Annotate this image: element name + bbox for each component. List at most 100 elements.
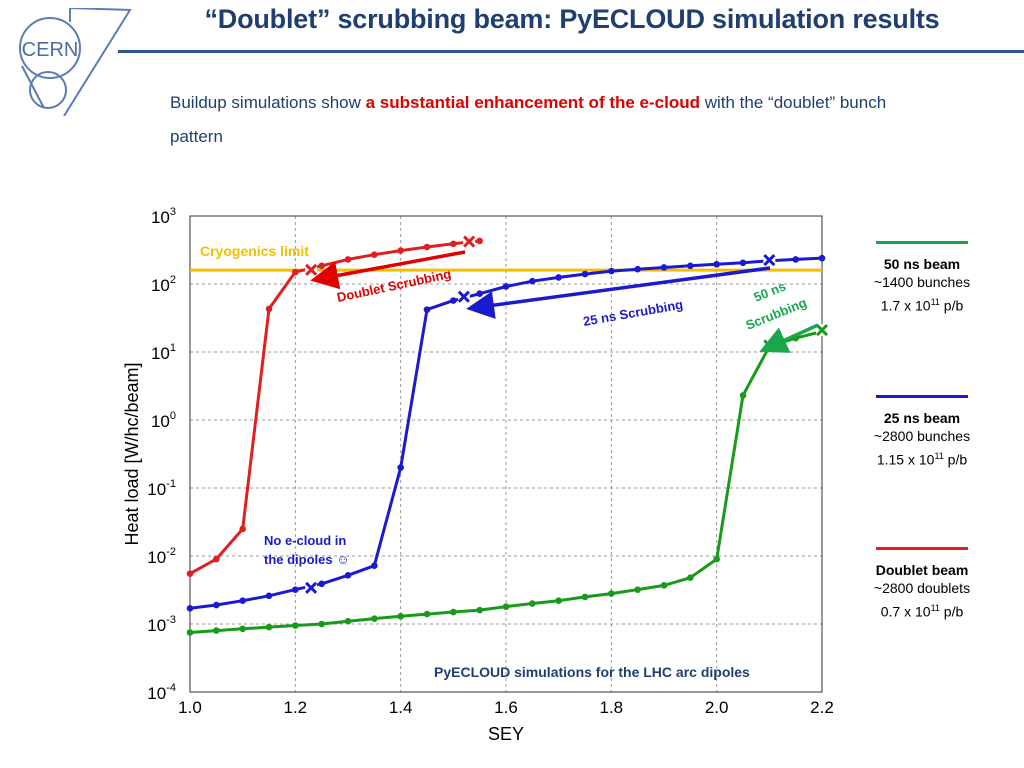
- slide-subtitle: Buildup simulations show a substantial e…: [170, 86, 930, 154]
- data-point-doublet-beam: [450, 240, 457, 248]
- no-ecloud-label-2: the dipoles ☺: [264, 552, 350, 567]
- data-point-doublet-beam: [371, 251, 378, 258]
- cross-marker-50-ns-beam: [815, 324, 829, 337]
- legend-swatch-50ns: [876, 241, 968, 244]
- cross-marker-25-ns-beam: [763, 253, 776, 267]
- data-point-doublet-beam: [186, 570, 194, 577]
- data-point-50-ns-beam: [529, 600, 536, 607]
- data-point-50-ns-beam: [371, 615, 378, 622]
- subtitle-part-1: Buildup simulations show: [170, 93, 366, 112]
- data-point-25-ns-beam: [265, 592, 273, 600]
- cross-marker-25-ns-beam: [305, 581, 318, 594]
- data-point-25-ns-beam: [687, 262, 694, 270]
- x-tick-label: 2.2: [810, 698, 834, 717]
- data-point-50-ns-beam: [687, 574, 694, 581]
- title-bar: “Doublet” scrubbing beam: PyECLOUD simul…: [0, 0, 1024, 54]
- data-point-50-ns-beam: [476, 606, 483, 614]
- scrubbing-25-arrow: [466, 266, 771, 320]
- y-axis-label: Heat load [W/hc/beam]: [122, 362, 142, 545]
- legend-swatch-25ns: [876, 395, 968, 398]
- legend-line2-25ns: 1.15 x 1011 p/b: [876, 451, 968, 468]
- annotation-arrows: [310, 250, 819, 353]
- data-point-25-ns-beam: [213, 601, 220, 609]
- data-point-25-ns-beam: [739, 259, 747, 267]
- data-point-50-ns-beam: [186, 629, 194, 636]
- x-tick-label: 1.8: [600, 698, 624, 717]
- cern-logo-text: CERN: [22, 39, 79, 61]
- cross-marker-doublet-beam: [463, 235, 476, 248]
- legend-line1-doublet: ~2800 doublets: [873, 580, 971, 596]
- pyecloud-note: PyECLOUD simulations for the LHC arc dip…: [434, 664, 750, 680]
- no-ecloud-label-1: No e-cloud in: [264, 533, 346, 548]
- cryogenics-limit-label: Cryogenics limit: [200, 243, 309, 259]
- data-point-50-ns-beam: [397, 612, 404, 620]
- series-layer: [186, 237, 826, 636]
- data-point-25-ns-beam: [792, 256, 799, 263]
- data-point-25-ns-beam: [344, 572, 352, 579]
- data-point-50-ns-beam: [555, 597, 562, 605]
- x-tick-label: 1.2: [284, 698, 308, 717]
- data-point-50-ns-beam: [239, 625, 246, 633]
- data-point-50-ns-beam: [450, 608, 457, 616]
- plot-frame: [189, 215, 823, 693]
- legend-line1-50ns: ~1400 bunches: [873, 274, 971, 290]
- data-point-25-ns-beam: [318, 580, 325, 588]
- data-point-50-ns-beam: [608, 590, 615, 597]
- y-tick-label: 10-1: [147, 478, 176, 499]
- data-point-25-ns-beam: [239, 597, 246, 605]
- data-point-25-ns-beam: [660, 264, 668, 271]
- data-point-25-ns-beam: [502, 283, 510, 290]
- data-point-50-ns-beam: [634, 586, 641, 593]
- data-point-25-ns-beam: [371, 562, 378, 570]
- legend-line2-50ns: 1.7 x 1011 p/b: [880, 297, 964, 314]
- data-point-50-ns-beam: [660, 582, 668, 589]
- cross-marker-25-ns-beam: [457, 290, 470, 303]
- scrubbing-25-label: 25 ns Scrubbing: [582, 297, 684, 329]
- title-divider: [118, 50, 1024, 53]
- data-point-25-ns-beam: [292, 586, 299, 593]
- legend-25ns: 25 ns beam ~2800 bunches 1.15 x 1011 p/b: [852, 395, 992, 470]
- legend-doublet: Doublet beam ~2800 doublets 0.7 x 1011 p…: [852, 547, 992, 622]
- cern-logo: CERN: [19, 8, 132, 116]
- data-point-doublet-beam: [213, 555, 220, 563]
- data-point-doublet-beam: [318, 262, 325, 270]
- data-point-50-ns-beam: [318, 620, 325, 628]
- legend-name-25ns: 25 ns beam: [883, 410, 961, 426]
- x-tick-label: 1.6: [494, 698, 518, 717]
- data-point-50-ns-beam: [739, 392, 747, 399]
- data-point-25-ns-beam: [450, 297, 457, 304]
- data-point-doublet-beam: [423, 243, 431, 251]
- data-point-25-ns-beam: [423, 306, 431, 313]
- data-point-50-ns-beam: [713, 555, 720, 563]
- data-point-25-ns-beam: [581, 270, 589, 278]
- legend-50ns: 50 ns beam ~1400 bunches 1.7 x 1011 p/b: [852, 241, 992, 316]
- x-axis-label: SEY: [488, 724, 524, 744]
- y-tick-label: 102: [151, 274, 176, 295]
- y-tick-label: 103: [151, 206, 176, 227]
- data-point-doublet-beam: [239, 525, 246, 533]
- data-point-25-ns-beam: [555, 274, 562, 281]
- data-point-25-ns-beam: [186, 605, 194, 612]
- scrubbing-50-arrow: [759, 323, 819, 353]
- y-tick-label: 101: [151, 342, 176, 363]
- subtitle-highlight: a substantial enhancement of the e-cloud: [365, 93, 700, 112]
- x-tick-label: 1.0: [178, 698, 202, 717]
- scrubbing-50-label-1: 50 ns: [752, 278, 788, 304]
- data-point-25-ns-beam: [476, 290, 483, 298]
- data-point-doublet-beam: [476, 237, 483, 245]
- data-point-25-ns-beam: [608, 267, 615, 275]
- data-point-25-ns-beam: [818, 254, 826, 262]
- data-point-25-ns-beam: [529, 277, 536, 285]
- y-tick-label: 10-4: [147, 682, 176, 703]
- data-point-25-ns-beam: [397, 464, 404, 471]
- doublet-scrubbing-arrow: [310, 250, 466, 290]
- y-tick-label: 100: [151, 410, 176, 431]
- data-point-25-ns-beam: [634, 265, 641, 273]
- chart-ticks: 1.0 1.2 1.4 1.6 1.8 2.0 2.2 103 102 101 100 10-1 10-…: [147, 206, 834, 717]
- data-point-50-ns-beam: [502, 603, 510, 610]
- legend-name-doublet: Doublet beam: [875, 562, 969, 578]
- slide-title: “Doublet” scrubbing beam: PyECLOUD simul…: [204, 4, 940, 34]
- data-point-50-ns-beam: [265, 623, 273, 631]
- data-point-50-ns-beam: [581, 593, 589, 601]
- legend-line2-doublet: 0.7 x 1011 p/b: [880, 603, 964, 620]
